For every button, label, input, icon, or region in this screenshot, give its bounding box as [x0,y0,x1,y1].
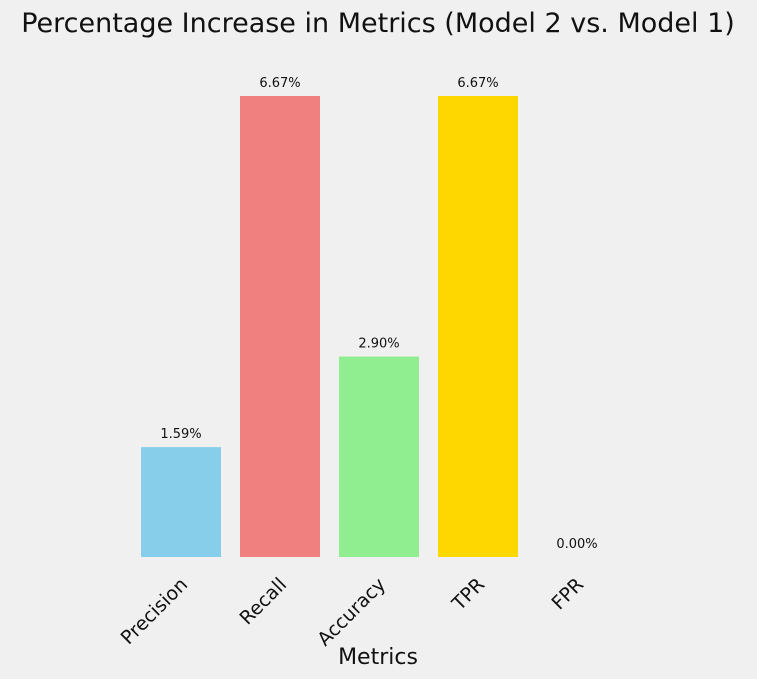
value-label-fpr: 0.00% [556,537,597,552]
value-label-accuracy: 2.90% [358,337,399,352]
bars-layer [141,96,518,557]
x-axis-label: Metrics [338,645,418,670]
value-label-recall: 6.67% [259,76,300,91]
bar-tpr [438,96,518,557]
bar-recall [240,96,320,557]
chart-title: Percentage Increase in Metrics (Model 2 … [21,8,735,39]
value-labels-layer: 1.59% 6.67% 2.90% 6.67% 0.00% [160,76,597,552]
bar-accuracy [339,356,419,557]
value-label-tpr: 6.67% [457,76,498,91]
value-label-precision: 1.59% [160,427,201,442]
bar-precision [141,447,221,557]
